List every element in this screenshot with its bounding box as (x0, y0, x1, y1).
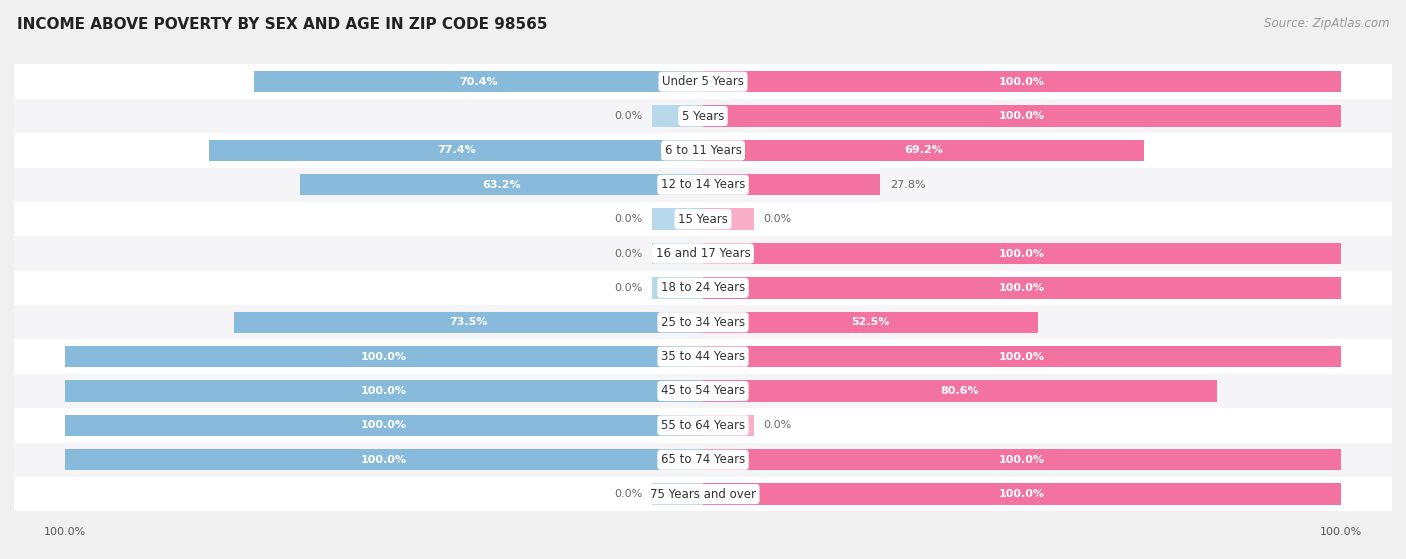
Text: 100.0%: 100.0% (998, 489, 1045, 499)
Text: 100.0%: 100.0% (361, 454, 408, 465)
Bar (0, 133, 1406, 168)
Text: 100.0%: 100.0% (361, 352, 408, 362)
Bar (703, 311, 1038, 333)
Text: 100.0%: 100.0% (998, 283, 1045, 293)
Bar (703, 415, 754, 436)
Text: 16 and 17 Years: 16 and 17 Years (655, 247, 751, 260)
Bar (0, 477, 1406, 511)
Text: 73.5%: 73.5% (450, 318, 488, 327)
Text: 27.8%: 27.8% (890, 180, 925, 190)
Bar (703, 380, 1218, 402)
Text: 25 to 34 Years: 25 to 34 Years (661, 316, 745, 329)
Text: 77.4%: 77.4% (437, 145, 475, 155)
Text: 100.0%: 100.0% (998, 249, 1045, 258)
Text: 0.0%: 0.0% (763, 214, 792, 224)
Bar (652, 484, 703, 505)
Text: 80.6%: 80.6% (941, 386, 980, 396)
Bar (703, 140, 1144, 161)
Bar (299, 174, 703, 196)
Bar (65, 415, 703, 436)
Text: 35 to 44 Years: 35 to 44 Years (661, 350, 745, 363)
Bar (0, 236, 1406, 271)
Bar (235, 311, 703, 333)
Bar (209, 140, 703, 161)
Text: 63.2%: 63.2% (482, 180, 520, 190)
Text: 0.0%: 0.0% (614, 214, 643, 224)
Text: 0.0%: 0.0% (614, 489, 643, 499)
Bar (0, 443, 1406, 477)
Bar (703, 277, 1341, 299)
Text: 100.0%: 100.0% (998, 77, 1045, 87)
Text: 0.0%: 0.0% (614, 111, 643, 121)
Text: 18 to 24 Years: 18 to 24 Years (661, 281, 745, 295)
Text: 100.0%: 100.0% (998, 111, 1045, 121)
Text: 65 to 74 Years: 65 to 74 Years (661, 453, 745, 466)
Text: 0.0%: 0.0% (614, 283, 643, 293)
Bar (652, 106, 703, 127)
Text: 15 Years: 15 Years (678, 212, 728, 226)
Bar (0, 202, 1406, 236)
Text: INCOME ABOVE POVERTY BY SEX AND AGE IN ZIP CODE 98565: INCOME ABOVE POVERTY BY SEX AND AGE IN Z… (17, 17, 547, 32)
Text: 69.2%: 69.2% (904, 145, 943, 155)
Bar (652, 243, 703, 264)
Text: 100.0%: 100.0% (998, 352, 1045, 362)
Legend: Male, Female: Male, Female (636, 556, 770, 559)
Bar (0, 271, 1406, 305)
Bar (0, 305, 1406, 339)
Bar (703, 106, 1341, 127)
Text: 5 Years: 5 Years (682, 110, 724, 122)
Text: 75 Years and over: 75 Years and over (650, 487, 756, 501)
Bar (652, 277, 703, 299)
Text: 6 to 11 Years: 6 to 11 Years (665, 144, 741, 157)
Bar (703, 174, 880, 196)
Bar (703, 243, 1341, 264)
Text: 100.0%: 100.0% (361, 386, 408, 396)
Text: 100.0%: 100.0% (361, 420, 408, 430)
Bar (65, 346, 703, 367)
Text: Under 5 Years: Under 5 Years (662, 75, 744, 88)
Text: 0.0%: 0.0% (614, 249, 643, 258)
Text: 45 to 54 Years: 45 to 54 Years (661, 385, 745, 397)
Bar (703, 71, 1341, 92)
Text: 55 to 64 Years: 55 to 64 Years (661, 419, 745, 432)
Bar (703, 346, 1341, 367)
Text: 12 to 14 Years: 12 to 14 Years (661, 178, 745, 191)
Text: 70.4%: 70.4% (460, 77, 498, 87)
Bar (0, 339, 1406, 374)
Bar (703, 484, 1341, 505)
Bar (65, 449, 703, 470)
Bar (65, 380, 703, 402)
Bar (0, 99, 1406, 133)
Bar (0, 408, 1406, 443)
Bar (254, 71, 703, 92)
Bar (0, 64, 1406, 99)
Bar (652, 209, 703, 230)
Text: Source: ZipAtlas.com: Source: ZipAtlas.com (1264, 17, 1389, 30)
Bar (703, 209, 754, 230)
Text: 52.5%: 52.5% (851, 318, 890, 327)
Bar (0, 168, 1406, 202)
Bar (0, 374, 1406, 408)
Text: 0.0%: 0.0% (763, 420, 792, 430)
Bar (703, 449, 1341, 470)
Text: 100.0%: 100.0% (998, 454, 1045, 465)
